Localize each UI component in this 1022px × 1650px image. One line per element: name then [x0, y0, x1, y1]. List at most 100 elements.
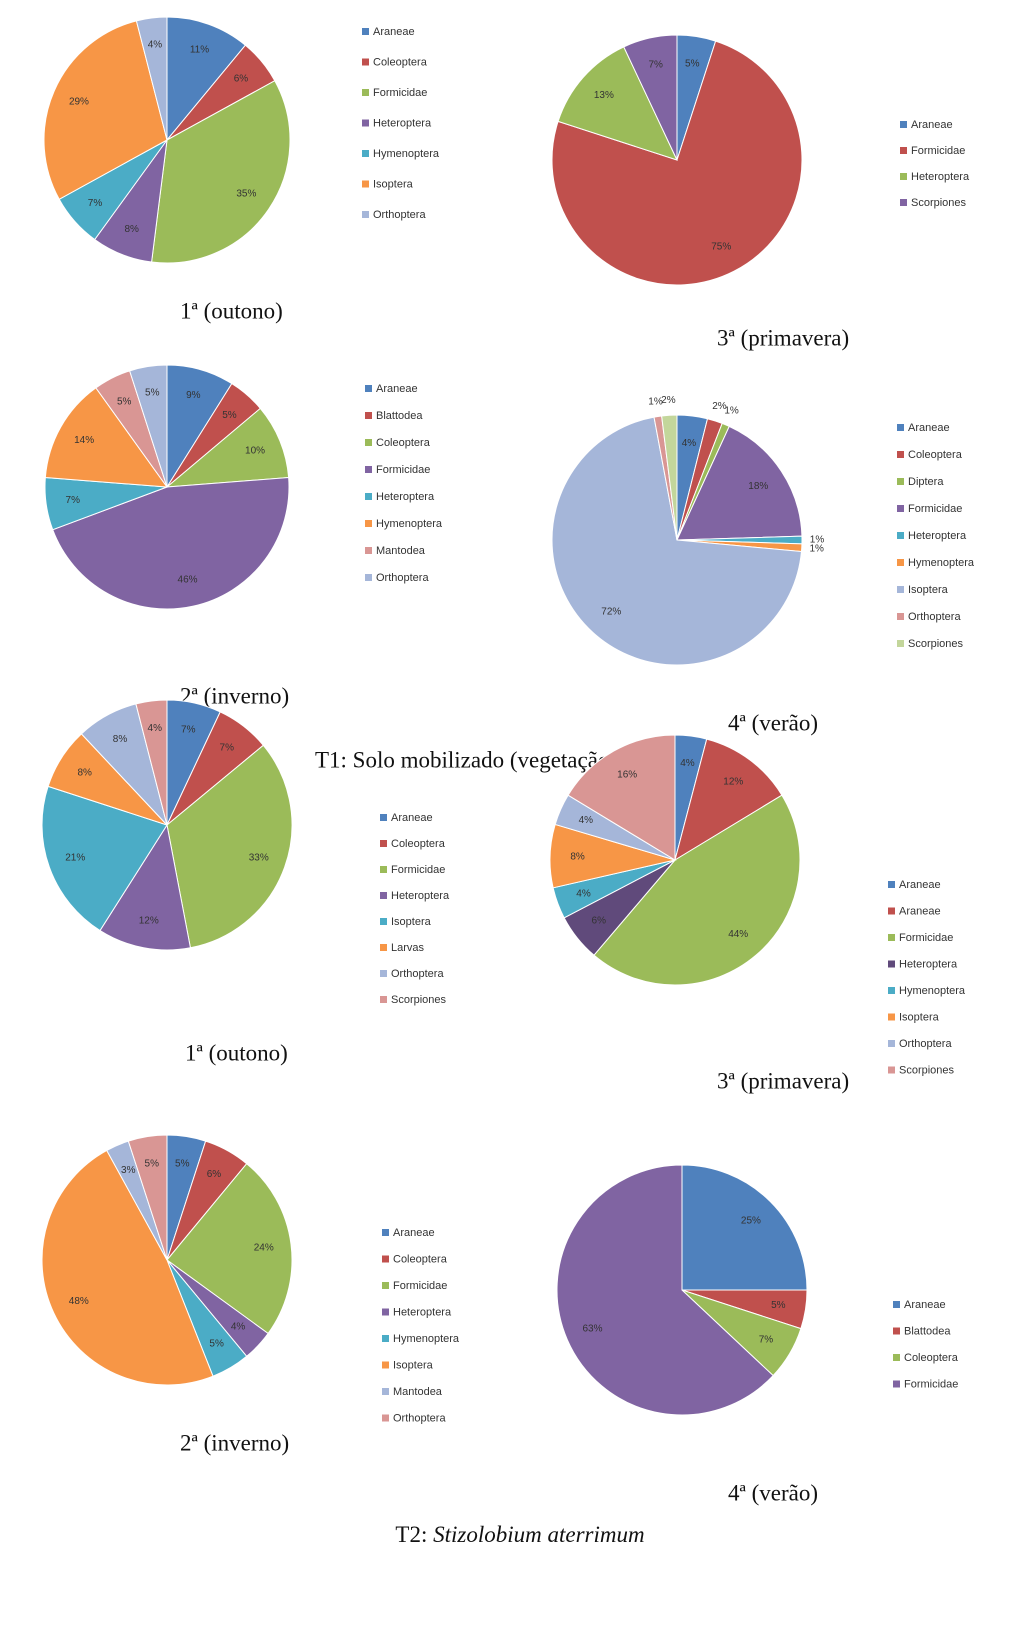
legend-label: Coleoptera	[376, 437, 431, 449]
slice-label: 8%	[77, 767, 92, 778]
slice-label: 33%	[249, 853, 269, 864]
legend-swatch	[900, 121, 907, 128]
slice-label: 25%	[741, 1216, 761, 1227]
legend-swatch	[900, 173, 907, 180]
slice-label: 4%	[680, 758, 695, 769]
slice-label: 48%	[69, 1296, 89, 1307]
legend-swatch	[900, 147, 907, 154]
legend-label: Araneae	[391, 812, 433, 824]
slice-label: 44%	[728, 929, 748, 940]
slice-label: 46%	[178, 575, 198, 586]
legend-swatch	[382, 1388, 389, 1395]
pie-slice	[151, 80, 291, 264]
legend-swatch	[888, 960, 895, 968]
legend-swatch	[893, 1380, 900, 1388]
legend-label: Heteroptera	[908, 530, 967, 542]
legend-label: Formicidae	[373, 87, 427, 99]
legend-label: Araneae	[899, 879, 941, 891]
pie-slice	[674, 738, 783, 862]
legend-label: Formicidae	[393, 1280, 447, 1292]
legend-label: Hymenoptera	[393, 1333, 460, 1345]
legend-label: Formicidae	[908, 503, 962, 515]
slice-label: 12%	[723, 777, 743, 788]
slice-label: 10%	[245, 446, 265, 457]
legend-label: Heteroptera	[911, 171, 970, 183]
legend-swatch	[365, 439, 372, 446]
slice-label: 7%	[88, 198, 103, 209]
legend-label: Hymenoptera	[899, 985, 966, 997]
legend-label: Araneae	[904, 1299, 946, 1311]
slice-label: 13%	[594, 90, 614, 101]
legend-label: Araneae	[908, 422, 950, 434]
legend-label: Araneae	[393, 1227, 435, 1239]
legend-label: Heteroptera	[393, 1306, 452, 1318]
slice-label: 5%	[209, 1339, 224, 1350]
chart-title: 3ª (primavera)	[717, 1068, 849, 1093]
slice-label: 12%	[139, 915, 159, 926]
legend-swatch	[380, 918, 387, 925]
slice-label: 24%	[254, 1242, 274, 1253]
slice-label: 5%	[145, 388, 160, 399]
slice-label: 4%	[576, 888, 591, 899]
legend-swatch	[888, 1066, 895, 1074]
legend-label: Blattodea	[376, 410, 423, 422]
pie-slice	[41, 1149, 214, 1386]
legend-swatch	[365, 520, 372, 527]
slice-label: 21%	[65, 853, 85, 864]
pie-slice	[127, 1134, 168, 1261]
legend-swatch	[365, 385, 372, 392]
slice-label: 4%	[682, 438, 697, 449]
legend-swatch	[382, 1255, 389, 1263]
slice-label: 18%	[748, 481, 768, 492]
legend-label: Scorpiones	[911, 197, 967, 209]
legend-swatch	[382, 1361, 389, 1369]
slice-label: 1%	[724, 406, 739, 417]
legend-swatch	[362, 211, 369, 218]
legend-swatch	[365, 466, 372, 473]
pie-slice	[166, 16, 247, 142]
slice-label: 7%	[759, 1334, 774, 1345]
legend-label: Orthoptera	[899, 1038, 952, 1050]
pie-slice	[567, 734, 676, 861]
legend-swatch	[362, 89, 369, 96]
slice-label: 2%	[661, 395, 676, 406]
pie-slice	[623, 34, 678, 161]
pie-slice	[551, 40, 803, 286]
pie-slice	[676, 425, 803, 541]
slice-label: 63%	[583, 1323, 603, 1334]
slice-label: 4%	[148, 39, 163, 50]
legend-label: Orthoptera	[908, 611, 961, 623]
legend-label: Hymenoptera	[908, 557, 975, 569]
section-title: T2: Stizolobium aterrimum	[395, 1522, 644, 1547]
legend-swatch	[897, 478, 904, 485]
slice-label: 6%	[234, 73, 249, 84]
legend-label: Coleoptera	[391, 838, 446, 850]
legend-swatch	[897, 559, 904, 566]
slice-label: 2%	[712, 401, 727, 412]
legend-swatch	[382, 1308, 389, 1316]
legend-swatch	[362, 180, 369, 188]
slice-label: 29%	[69, 97, 89, 108]
legend-label: Orthoptera	[376, 572, 429, 584]
slice-label: 4%	[579, 815, 594, 826]
legend-swatch	[365, 547, 372, 554]
legend-swatch	[380, 892, 387, 899]
pie-slice	[166, 1162, 293, 1335]
pie-slice	[41, 785, 168, 932]
legend-label: Scorpiones	[391, 994, 447, 1006]
legend-label: Blattodea	[904, 1325, 951, 1337]
pie-slice	[99, 823, 192, 951]
legend-swatch	[900, 199, 907, 206]
slice-label: 5%	[685, 58, 700, 69]
pie-slice	[166, 744, 293, 949]
legend-label: Heteroptera	[376, 491, 435, 503]
legend-swatch	[893, 1354, 900, 1361]
slice-label: 72%	[601, 607, 621, 618]
legend-swatch	[382, 1282, 389, 1289]
chart-title: 2ª (inverno)	[180, 1430, 289, 1455]
slice-label: 35%	[236, 189, 256, 200]
legend-swatch	[897, 424, 904, 431]
legend-label: Isoptera	[899, 1011, 940, 1023]
legend-swatch	[382, 1335, 389, 1342]
chart-title: 4ª (verão)	[728, 710, 818, 735]
